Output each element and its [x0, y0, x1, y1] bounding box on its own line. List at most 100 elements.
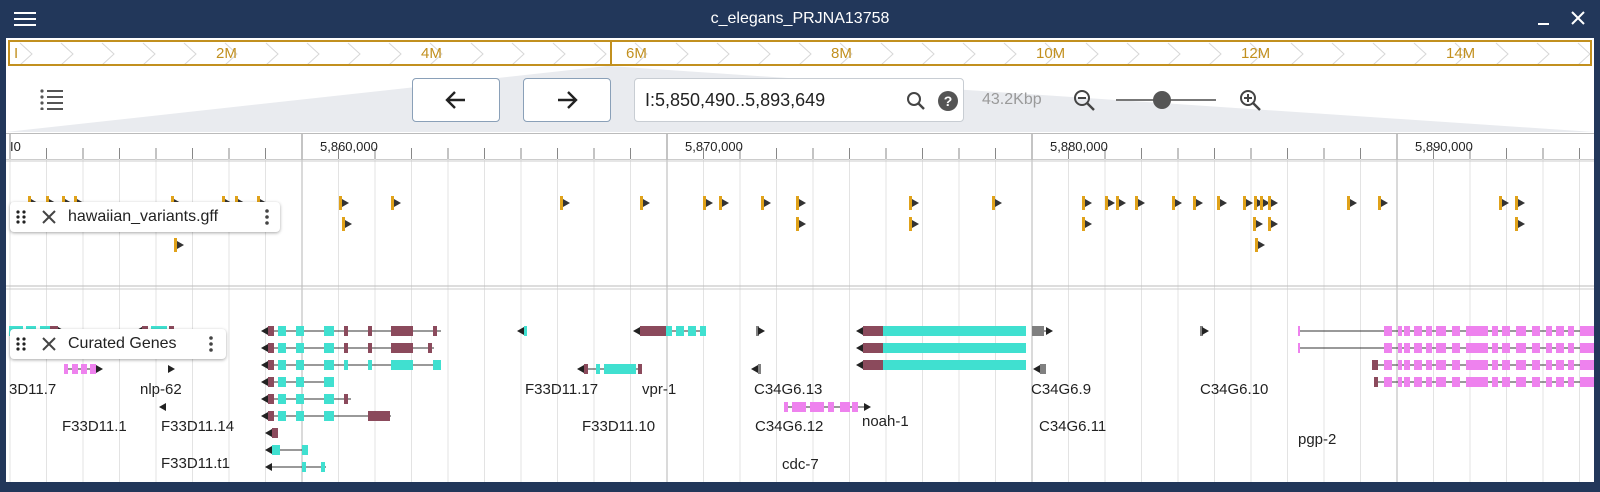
- overview-scale-bar[interactable]: I 2M 4M 6M 8M 10M 12M 14M: [8, 40, 1592, 66]
- exon-block: [278, 343, 286, 353]
- kebab-icon[interactable]: [264, 209, 270, 225]
- zoom-slider-thumb[interactable]: [1153, 91, 1171, 109]
- ruler-label: 5,860,000: [320, 139, 378, 154]
- variant-strand-arrow: [1350, 199, 1357, 207]
- gene-label[interactable]: cdc-7: [782, 456, 819, 473]
- close-track-icon[interactable]: [42, 210, 56, 224]
- exon-block: [1436, 326, 1446, 336]
- gene-label[interactable]: C34G6.13: [754, 381, 823, 398]
- scale-ruler[interactable]: I0 5,860,000 5,870,000 5,880,000 5,890,0…: [6, 133, 1594, 160]
- zoom-out-icon[interactable]: [1072, 88, 1096, 112]
- variant-strand-arrow: [912, 199, 919, 207]
- variant-mark: [1082, 217, 1085, 231]
- variant-strand-arrow: [1271, 220, 1278, 228]
- strand-arrow: [261, 344, 268, 352]
- gene-label[interactable]: C34G6.10: [1200, 381, 1269, 398]
- drag-handle-icon[interactable]: [16, 210, 26, 224]
- variant-mark: [1268, 196, 1271, 210]
- exon-block: [72, 364, 78, 374]
- variant-strand-arrow: [1258, 241, 1265, 249]
- exon-block: [1452, 326, 1460, 336]
- overview-chevron: [593, 42, 607, 64]
- overview-chevron: [306, 42, 320, 64]
- strand-arrow: [168, 365, 175, 373]
- gene-label[interactable]: pgp-2: [1298, 431, 1337, 448]
- gene-label[interactable]: F33D11.14: [161, 418, 235, 435]
- close-track-icon[interactable]: [42, 337, 56, 351]
- gene-feature: [261, 377, 334, 387]
- gene-feature: [159, 403, 166, 411]
- drag-handle-icon[interactable]: [16, 337, 26, 351]
- exon-block: [1532, 360, 1540, 370]
- gene-label[interactable]: F33D11.1: [62, 418, 127, 435]
- gene-label[interactable]: C34G6.9: [1031, 381, 1092, 398]
- exon-block: [1492, 326, 1498, 336]
- gene-label[interactable]: F33D11.10: [582, 418, 656, 435]
- exon-block: [784, 402, 788, 412]
- gene-feature: [1298, 326, 1594, 336]
- tracks-canvas[interactable]: [6, 159, 1594, 482]
- gene-label[interactable]: C34G6.12: [755, 418, 824, 435]
- gene-label[interactable]: 3D11.7: [9, 381, 57, 398]
- variant-mark: [703, 196, 706, 210]
- exon-block: [1426, 377, 1432, 387]
- search-icon[interactable]: [905, 90, 927, 112]
- gene-label[interactable]: noah-1: [862, 413, 909, 430]
- variant-mark: [1260, 196, 1263, 210]
- strand-arrow: [856, 344, 863, 352]
- help-icon[interactable]: ?: [937, 90, 959, 112]
- exon-block: [840, 402, 850, 412]
- exon-block: [863, 326, 883, 336]
- gene-label[interactable]: F33D11.t1: [161, 455, 230, 472]
- overview-chevron: [1044, 42, 1058, 64]
- overview-chevron: [142, 42, 156, 64]
- overview-chevron: [1331, 42, 1345, 64]
- close-icon[interactable]: [1566, 6, 1590, 30]
- variants-track-label: hawaiian_variants.gff: [10, 202, 280, 232]
- exon-block: [1404, 343, 1410, 353]
- variant-strand-arrow: [1108, 199, 1115, 207]
- minimize-icon[interactable]: [1532, 6, 1556, 30]
- exon-block: [1414, 360, 1422, 370]
- overview-chevron: [19, 42, 33, 64]
- overview-chevron: [347, 42, 361, 64]
- gene-label[interactable]: C34G6.11: [1039, 418, 1107, 435]
- variant-mark: [1135, 196, 1138, 210]
- hamburger-icon[interactable]: [14, 9, 36, 29]
- gene-label[interactable]: nlp-62: [140, 381, 182, 398]
- exon-block: [268, 343, 274, 353]
- overview-chevron: [1536, 42, 1550, 64]
- gene-feature: [1032, 326, 1053, 336]
- exon-block: [324, 360, 334, 370]
- scroll-left-button[interactable]: [412, 78, 500, 122]
- exon-block: [321, 462, 325, 472]
- exon-block: [1492, 360, 1498, 370]
- exon-block: [64, 364, 68, 374]
- exon-block: [296, 394, 304, 404]
- track-list-icon[interactable]: [39, 88, 65, 111]
- exon-block: [1374, 377, 1378, 387]
- exon-block: [1568, 343, 1574, 353]
- overview-chevron: [224, 42, 238, 64]
- zoom-in-icon[interactable]: [1238, 88, 1262, 112]
- exon-block: [1466, 343, 1488, 353]
- gene-feature: [1033, 364, 1046, 374]
- scroll-right-button[interactable]: [523, 78, 611, 122]
- exon-block: [1404, 360, 1410, 370]
- variant-mark: [640, 196, 643, 210]
- kebab-icon[interactable]: [208, 336, 214, 352]
- exon-block: [1384, 343, 1392, 353]
- exon-block: [1298, 326, 1300, 336]
- overview-chevrons: [19, 42, 1590, 64]
- gene-label[interactable]: vpr-1: [642, 381, 677, 398]
- variant-strand-arrow: [1256, 220, 1263, 228]
- gene-label[interactable]: F33D11.17: [525, 381, 599, 398]
- location-input[interactable]: [645, 87, 885, 113]
- exon-block: [596, 364, 600, 374]
- ruler-label: 5,870,000: [685, 139, 743, 154]
- exon-block: [1502, 360, 1510, 370]
- exon-block: [1580, 377, 1594, 387]
- exon-block: [278, 377, 286, 387]
- variant-mark: [992, 196, 995, 210]
